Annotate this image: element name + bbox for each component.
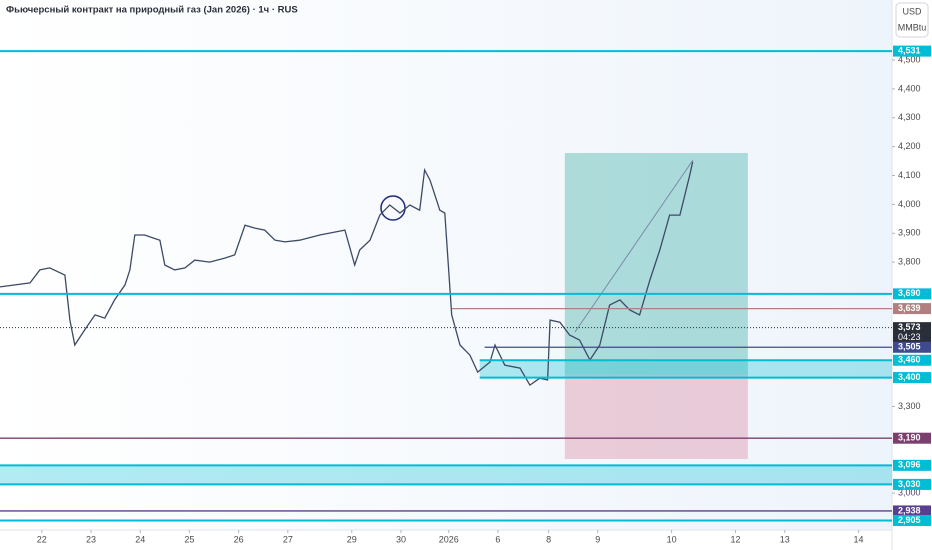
x-tick-label: 9 [595, 534, 600, 544]
y-tick-label: 4,000 [898, 199, 921, 209]
x-tick-label: 22 [37, 534, 47, 544]
y-tick-label: 3,800 [898, 256, 921, 266]
x-tick-label: 24 [135, 534, 145, 544]
level-label: 3,400 [898, 372, 921, 382]
level-label-bg [893, 432, 931, 444]
unit: MMBtu [898, 22, 927, 32]
plot-background [0, 0, 892, 530]
x-tick-label: 14 [854, 534, 864, 544]
y-tick-label: 4,300 [898, 112, 921, 122]
x-tick-label: 26 [234, 534, 244, 544]
level-label: 3,190 [898, 433, 921, 443]
y-tick-label: 4,100 [898, 170, 921, 180]
level-label: 3,460 [898, 355, 921, 365]
x-tick-label: 27 [283, 534, 293, 544]
x-tick-label: 12 [731, 534, 741, 544]
level-label-bg [893, 341, 931, 353]
level-label-bg [893, 478, 931, 490]
level-label-bg [893, 288, 931, 300]
level-label-bg [893, 303, 931, 315]
level-label: 2,905 [898, 515, 921, 525]
chart-title: Фьючерсный контракт на природный газ (Ja… [6, 5, 298, 16]
y-tick-label: 4,400 [898, 83, 921, 93]
x-tick-label: 2026 [439, 534, 459, 544]
zone [479, 360, 892, 378]
level-label: 3,096 [898, 460, 921, 470]
y-tick-label: 4,200 [898, 141, 921, 151]
level-label: 2,938 [898, 505, 921, 515]
level-label-bg [893, 459, 931, 471]
level-label-bg [893, 372, 931, 384]
circle-annotation [380, 195, 406, 221]
x-tick-label: 25 [184, 534, 194, 544]
currency: USD [902, 6, 922, 16]
trend-arrow [574, 159, 694, 333]
level-label-bg [893, 514, 931, 526]
y-tick-label: 3,900 [898, 228, 921, 238]
level-label: 3,505 [898, 342, 921, 352]
zone [0, 465, 892, 485]
x-tick-label: 29 [347, 534, 357, 544]
y-tick-label: 4,500 [898, 54, 921, 64]
x-tick-label: 8 [546, 534, 551, 544]
level-label-bg [893, 505, 931, 517]
x-tick-label: 10 [667, 534, 677, 544]
loss-zone [564, 374, 748, 459]
level-label-bg [893, 322, 931, 345]
level-label: 3,639 [898, 303, 921, 313]
x-tick-label: 13 [780, 534, 790, 544]
profit-zone [564, 152, 748, 375]
level-label-bg [893, 45, 931, 57]
level-label: 3,573 [898, 322, 921, 332]
x-tick-label: 23 [86, 534, 96, 544]
countdown: 04:23 [898, 332, 921, 342]
y-tick-label: 3,300 [898, 401, 921, 411]
y-tick-label: 3,000 [898, 487, 921, 497]
level-label: 4,531 [898, 45, 921, 55]
level-label: 3,030 [898, 479, 921, 489]
x-tick-label: 6 [495, 534, 500, 544]
level-label-bg [893, 354, 931, 366]
unit-box[interactable] [895, 2, 929, 38]
x-tick-label: 30 [396, 534, 406, 544]
level-label: 3,690 [898, 288, 921, 298]
